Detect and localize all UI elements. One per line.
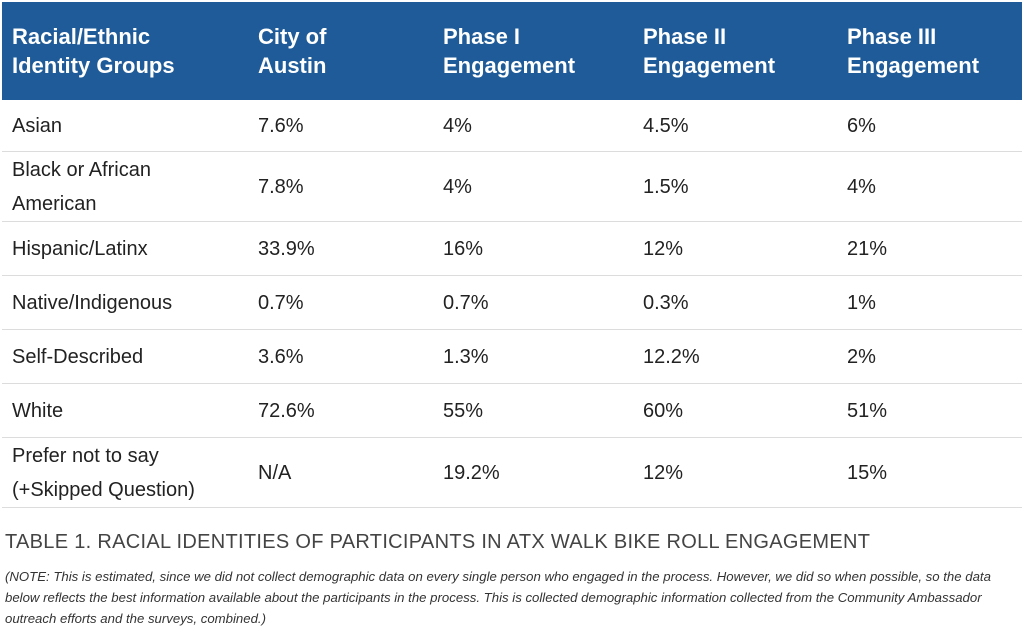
cell-text: 2% [847,345,876,368]
cell-text: 1.5% [643,175,689,198]
cell: 3.6% [258,330,428,383]
cell-text: 7.6% [258,114,304,137]
cell: Prefer not to say (+Skipped Question) [12,438,212,507]
cell-text: 15% [847,461,888,484]
table-row: White 72.6% 55% 60% 51% [2,384,1022,438]
cell: Self-Described [12,330,212,383]
cell: 51% [847,384,1017,437]
cell: Native/Indigenous [12,276,212,329]
cell-text: 12.2% [643,345,700,368]
cell: White [12,384,212,437]
cell-text: 12% [643,237,684,260]
cell-text: 3.6% [258,345,304,368]
cell: 1.5% [643,152,823,221]
cell-text: Self-Described [12,345,144,368]
header-text: Phase II Engagement [643,24,776,78]
cell: 1% [847,276,1017,329]
cell-text: 19.2% [443,461,500,484]
header-text: Phase I Engagement [443,24,576,78]
table-row: Native/Indigenous 0.7% 0.7% 0.3% 1% [2,276,1022,330]
cell-text: 0.7% [258,291,304,314]
cell: Hispanic/Latinx [12,222,212,275]
cell: 6% [847,100,1017,151]
cell: Asian [12,100,212,151]
cell: Phase III Engagement [847,2,1022,100]
cell: Racial/Ethnic Identity Groups [12,2,227,100]
cell-text: 4% [847,175,876,198]
cell-text: 4.5% [643,114,689,137]
cell: 4% [443,152,623,221]
cell: 1.3% [443,330,623,383]
cell: 15% [847,438,1017,507]
table-row: Self-Described 3.6% 1.3% 12.2% 2% [2,330,1022,384]
cell-text: 4% [443,114,472,137]
cell-text: 51% [847,399,888,422]
cell: 33.9% [258,222,428,275]
cell-text: 1% [847,291,876,314]
header-text: Phase III Engagement [847,24,980,78]
header-row: Racial/Ethnic Identity Groups City of Aus… [2,2,1022,100]
cell-text: 16% [443,237,484,260]
cell-text: 0.7% [443,291,489,314]
cell: N/A [258,438,428,507]
cell-text: 60% [643,399,684,422]
caption: TABLE 1. RACIAL IDENTITIES OF PARTICIPAN… [5,531,871,553]
cell: 7.6% [258,100,428,151]
cell: 0.3% [643,276,823,329]
cell: 4.5% [643,100,823,151]
cell: 12% [643,438,823,507]
cell-text: 33.9% [258,237,315,260]
note: (NOTE: This is estimated, since we did n… [5,569,991,626]
cell: 0.7% [443,276,623,329]
table-row: Asian 7.6% 4% 4.5% 6% [2,100,1022,152]
cell-text: 55% [443,399,484,422]
table-row: Black or African American 7.8% 4% 1.5% 4% [2,152,1022,222]
cell: 72.6% [258,384,428,437]
table: Racial/Ethnic Identity Groups City of Aus… [2,2,1022,508]
cell: City of Austin [258,2,358,100]
cell: 60% [643,384,823,437]
cell: 4% [847,152,1017,221]
cell-text: Black or African American [12,158,151,215]
cell-text: Asian [12,114,63,137]
cell-text: White [12,399,64,422]
cell-text: Native/Indigenous [12,291,173,314]
cell-text: Prefer not to say (+Skipped Question) [12,444,195,501]
cell-text: 1.3% [443,345,489,368]
header-text: Racial/Ethnic Identity Groups [12,24,175,78]
cell: 55% [443,384,623,437]
cell: 2% [847,330,1017,383]
cell-text: 12% [643,461,684,484]
cell: 21% [847,222,1017,275]
cell: 0.7% [258,276,428,329]
cell-text: 4% [443,175,472,198]
cell: Phase I Engagement [443,2,623,100]
cell: 19.2% [443,438,623,507]
cell: 4% [443,100,623,151]
cell: Phase II Engagement [643,2,823,100]
cell-text: Hispanic/Latinx [12,237,148,260]
cell: Black or African American [12,152,212,221]
cell: 12.2% [643,330,823,383]
cell: 7.8% [258,152,428,221]
cell-text: 0.3% [643,291,689,314]
cell: 12% [643,222,823,275]
cell-text: 21% [847,237,888,260]
cell: 16% [443,222,623,275]
table-row: Prefer not to say (+Skipped Question) N/A… [2,438,1022,508]
cell-text: 6% [847,114,876,137]
cell-text: N/A [258,461,292,484]
cell-text: 7.8% [258,175,304,198]
header-text: City of Austin [258,24,327,78]
table-row: Hispanic/Latinx 33.9% 16% 12% 21% [2,222,1022,276]
cell-text: 72.6% [258,399,315,422]
